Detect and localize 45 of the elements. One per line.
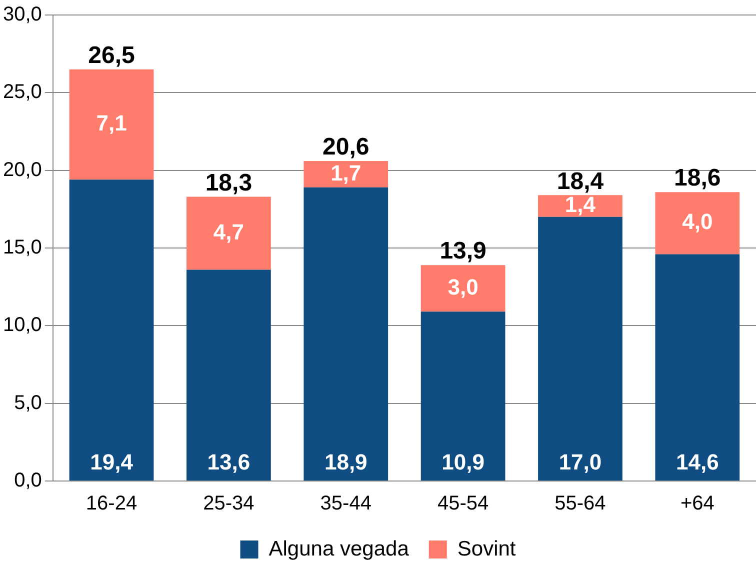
y-tick-label: 10,0 xyxy=(2,314,42,336)
data-label: 18,9 xyxy=(324,450,368,475)
y-tick-label: 25,0 xyxy=(2,81,42,104)
data-label: 10,9 xyxy=(442,450,484,475)
total-label: 18,4 xyxy=(556,168,604,195)
y-tick-label: 0,0 xyxy=(14,470,42,492)
data-label: 13,6 xyxy=(207,450,250,475)
bar xyxy=(304,187,388,480)
x-tick-label: 25-34 xyxy=(203,492,254,515)
data-label: 4,0 xyxy=(682,209,713,234)
x-tick-label: 45-54 xyxy=(437,492,489,515)
bar xyxy=(69,69,154,180)
bar xyxy=(538,216,622,480)
data-label: 14,6 xyxy=(676,450,719,475)
y-tick-label: 5,0 xyxy=(14,392,42,414)
total-label: 18,6 xyxy=(674,164,721,192)
bar xyxy=(69,180,154,480)
data-label: 19,4 xyxy=(90,450,134,475)
total-label: 20,6 xyxy=(322,134,370,161)
bar xyxy=(420,265,506,312)
data-label: 4,7 xyxy=(213,219,244,244)
y-tick-label: 20,0 xyxy=(2,158,42,181)
bar xyxy=(655,254,740,480)
bar xyxy=(186,270,271,480)
data-label: 7,1 xyxy=(96,110,127,136)
x-tick-label: +64 xyxy=(680,492,714,515)
y-tick-label: 30,0 xyxy=(2,4,42,26)
total-label: 13,9 xyxy=(440,238,486,265)
legend-label: Sovint xyxy=(457,537,516,560)
x-tick-label: 35-44 xyxy=(320,492,372,515)
total-label: 26,5 xyxy=(88,42,135,69)
bar xyxy=(304,161,388,188)
y-tick-label: 15,0 xyxy=(2,236,42,259)
bar xyxy=(655,192,740,254)
data-label: 3,0 xyxy=(448,274,478,300)
bar xyxy=(420,312,506,480)
bar xyxy=(186,196,271,270)
x-tick-label: 55-64 xyxy=(554,492,606,515)
bar xyxy=(538,195,622,217)
data-label: 1,4 xyxy=(564,192,596,218)
legend-label: Alguna vegada xyxy=(268,537,410,560)
x-tick-label: 16-24 xyxy=(86,492,138,515)
data-label: 17,0 xyxy=(558,450,602,475)
data-label: 1,7 xyxy=(330,160,362,186)
total-label: 18,3 xyxy=(205,169,252,196)
